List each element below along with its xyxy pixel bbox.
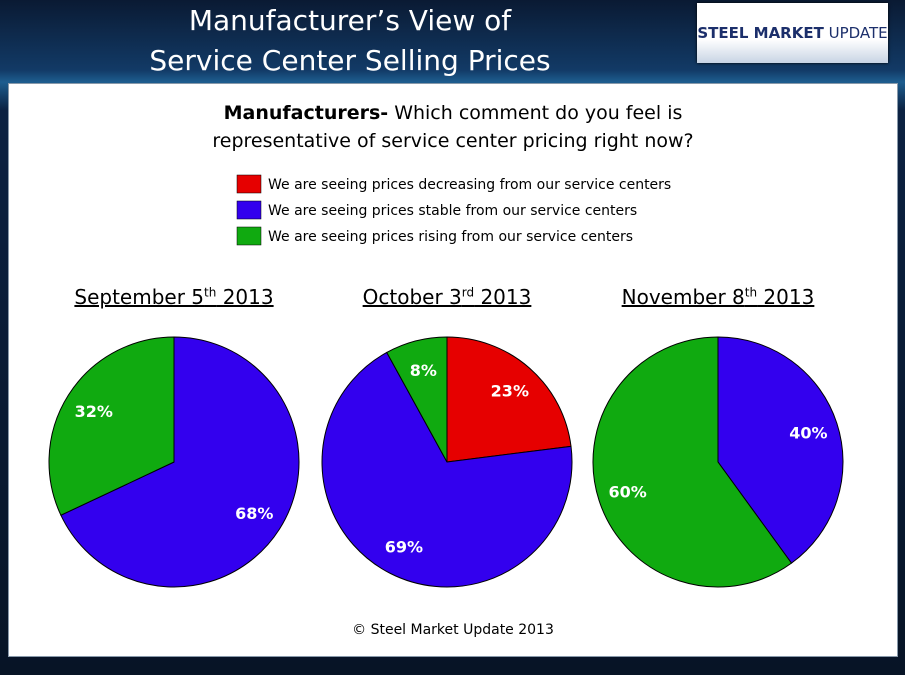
pie-title-text: October 3 — [362, 285, 462, 309]
legend-swatch — [236, 226, 262, 246]
pie-slice — [592, 336, 793, 588]
pie-title-text: 2013 — [757, 285, 815, 309]
pie-title-text: 2013 — [474, 285, 532, 309]
pie-value-label: 60% — [609, 482, 647, 501]
pie-value-label: 23% — [491, 382, 529, 401]
pie-title: September 5th 2013 — [39, 285, 309, 309]
pie-slice — [446, 336, 572, 463]
pie-slice — [60, 336, 300, 588]
pie-slice — [48, 336, 175, 516]
pie-slice — [386, 336, 448, 463]
pie-value-label: 69% — [385, 538, 423, 557]
pie-title-text: November 8 — [621, 285, 745, 309]
pie-title-text: 2013 — [216, 285, 274, 309]
pie-value-label: 8% — [410, 361, 437, 380]
logo-text: UPDATE — [828, 24, 888, 42]
pie-slice — [321, 351, 573, 588]
pie-value-label: 40% — [789, 424, 827, 443]
footer: © Steel Market Update 2013 — [352, 622, 554, 638]
pie-title-sup: th — [744, 285, 758, 300]
question: Manufacturers- Which comment do you feel … — [224, 102, 683, 124]
pie-title-sup: th — [204, 285, 217, 300]
legend-swatch — [236, 200, 262, 220]
pie-title-text: September 5 — [74, 285, 205, 309]
pie-title: October 3rd 2013 — [312, 285, 582, 309]
question: representative of service center pricing… — [212, 130, 693, 152]
logo-text: STEEL MARKET — [697, 24, 824, 42]
legend-swatch — [236, 174, 262, 194]
legend-label: We are seeing prices stable from our ser… — [268, 203, 637, 219]
question-text: Which comment do you feel is — [394, 102, 682, 124]
logo: STEEL MARKET UPDATE — [697, 3, 888, 63]
pie-value-label: 68% — [235, 504, 273, 523]
legend-label: We are seeing prices rising from our ser… — [268, 229, 633, 245]
slide-title: Service Center Selling Prices — [149, 44, 551, 77]
pie-slice — [717, 336, 844, 564]
pie-value-label: 32% — [75, 402, 113, 421]
legend-label: We are seeing prices decreasing from our… — [268, 177, 671, 193]
pie-title: November 8th 2013 — [583, 285, 853, 309]
pie-title-sup: rd — [461, 285, 475, 300]
question-bold: Manufacturers- — [224, 102, 389, 124]
slide-title: Manufacturer’s View of — [188, 4, 512, 37]
